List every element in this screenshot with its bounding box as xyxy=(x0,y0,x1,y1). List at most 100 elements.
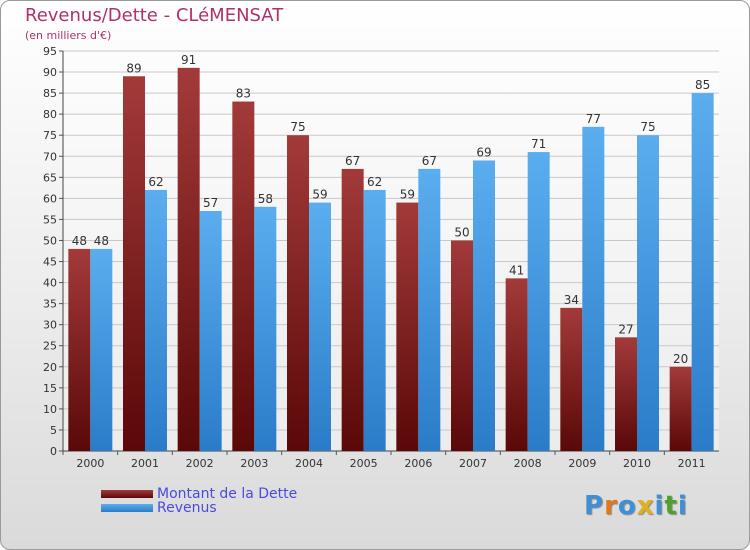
bar-revenus-2007 xyxy=(473,160,495,451)
legend: Montant de la Dette Revenus xyxy=(101,486,298,516)
bar-revenus-2008 xyxy=(527,152,550,452)
bar-debt-2010 xyxy=(615,337,637,451)
data-label-debt-2004: 75 xyxy=(290,120,305,134)
bar-revenus-2011 xyxy=(691,93,714,452)
y-tick-label: 35 xyxy=(43,298,57,311)
data-label-debt-2008: 41 xyxy=(509,263,524,277)
bar-revenus-2000 xyxy=(90,248,113,451)
bar-debt-2004 xyxy=(287,135,309,452)
bar-revenus-2005 xyxy=(363,189,386,451)
logo-letter: P xyxy=(584,491,605,521)
chart-title: Revenus/Dette - CLéMENSAT xyxy=(25,5,284,26)
bar-debt-2003 xyxy=(232,101,255,452)
bar-debt-2007 xyxy=(451,240,473,451)
bar-debt-2009 xyxy=(560,307,583,451)
data-label-revenus-2001: 62 xyxy=(148,175,163,189)
x-tick-label-2000: 2000 xyxy=(76,457,104,470)
y-tick-label: 50 xyxy=(43,234,57,247)
x-tick-label-2005: 2005 xyxy=(350,457,378,470)
data-label-revenus-2000: 48 xyxy=(94,234,109,248)
y-tick-label: 80 xyxy=(43,108,57,121)
y-tick-label: 40 xyxy=(43,277,57,290)
x-tick-label-2003: 2003 xyxy=(240,457,268,470)
bar-revenus-2006 xyxy=(418,168,441,452)
bar-debt-2001 xyxy=(123,76,145,452)
x-tick-label-2004: 2004 xyxy=(295,457,323,470)
data-label-revenus-2010: 75 xyxy=(640,120,655,134)
x-tick-label-2001: 2001 xyxy=(131,457,159,470)
x-tick-label-2007: 2007 xyxy=(459,457,487,470)
legend-item-revenus: Revenus xyxy=(101,500,297,516)
y-tick-label: 30 xyxy=(43,319,57,332)
plot-area xyxy=(63,51,719,451)
data-label-debt-2002: 91 xyxy=(181,53,196,67)
bar-debt-2002 xyxy=(177,67,200,451)
bar-revenus-2004 xyxy=(309,202,331,451)
y-tick-label: 95 xyxy=(43,45,57,58)
x-tick-label-2006: 2006 xyxy=(404,457,432,470)
logo-letter: i xyxy=(677,491,688,521)
data-label-revenus-2009: 77 xyxy=(586,112,601,126)
data-label-debt-2009: 34 xyxy=(564,293,579,307)
y-tick-label: 65 xyxy=(43,171,57,184)
data-label-debt-2005: 67 xyxy=(345,154,360,168)
data-label-debt-2001: 89 xyxy=(126,61,141,75)
x-tick-label-2010: 2010 xyxy=(623,457,651,470)
data-label-revenus-2005: 62 xyxy=(367,175,382,189)
data-label-debt-2010: 27 xyxy=(618,322,633,336)
y-tick-label: 25 xyxy=(43,340,57,353)
x-tick-label-2009: 2009 xyxy=(568,457,596,470)
data-label-revenus-2007: 69 xyxy=(476,145,491,159)
bar-revenus-2003 xyxy=(254,206,277,451)
y-tick-label: 55 xyxy=(43,213,57,226)
proxiti-logo: Proxiti xyxy=(584,491,688,521)
legend-label-revenus: Revenus xyxy=(157,500,217,516)
y-tick-label: 75 xyxy=(43,129,57,142)
bar-debt-2008 xyxy=(505,278,528,451)
legend-swatch-debt xyxy=(101,490,153,498)
bar-debt-2000 xyxy=(68,248,91,451)
y-tick-label: 90 xyxy=(43,66,57,79)
logo-letter: t xyxy=(664,491,678,521)
data-label-revenus-2003: 58 xyxy=(258,192,273,206)
data-label-revenus-2011: 85 xyxy=(695,78,710,92)
data-label-debt-2007: 50 xyxy=(454,225,469,239)
legend-item-debt: Montant de la Dette xyxy=(101,486,298,502)
x-tick-label-2002: 2002 xyxy=(186,457,214,470)
y-tick-label: 15 xyxy=(43,382,57,395)
bar-debt-2006 xyxy=(396,202,419,451)
chart-subtitle: (en milliers d'€) xyxy=(25,29,112,42)
data-label-revenus-2002: 57 xyxy=(203,196,218,210)
bar-revenus-2010 xyxy=(637,135,659,452)
data-label-debt-2003: 83 xyxy=(236,87,251,101)
y-tick-label: 45 xyxy=(43,256,57,269)
data-label-revenus-2008: 71 xyxy=(531,137,546,151)
bar-revenus-2009 xyxy=(582,126,605,451)
logo-letter: i xyxy=(654,491,665,521)
logo-letter: o xyxy=(617,491,637,521)
y-tick-label: 60 xyxy=(43,192,57,205)
logo-letter: r xyxy=(604,491,618,521)
y-tick-label: 20 xyxy=(43,361,57,374)
logo-letter: x xyxy=(636,491,655,521)
bar-revenus-2002 xyxy=(199,211,222,451)
data-label-debt-2006: 59 xyxy=(400,188,415,202)
legend-label-debt: Montant de la Dette xyxy=(157,486,298,502)
x-tick-label-2008: 2008 xyxy=(514,457,542,470)
y-tick-label: 10 xyxy=(43,403,57,416)
data-label-debt-2011: 20 xyxy=(673,352,688,366)
bar-debt-2011 xyxy=(669,366,692,451)
data-label-debt-2000: 48 xyxy=(72,234,87,248)
y-tick-label: 70 xyxy=(43,150,57,163)
data-label-revenus-2006: 67 xyxy=(422,154,437,168)
legend-swatch-revenus xyxy=(101,504,153,512)
y-tick-label: 85 xyxy=(43,87,57,100)
bar-revenus-2001 xyxy=(145,189,167,451)
bar-debt-2005 xyxy=(341,168,364,452)
y-tick-label: 5 xyxy=(50,424,57,437)
x-tick-label-2011: 2011 xyxy=(678,457,706,470)
y-tick-label: 0 xyxy=(50,445,57,458)
data-label-revenus-2004: 59 xyxy=(312,188,327,202)
